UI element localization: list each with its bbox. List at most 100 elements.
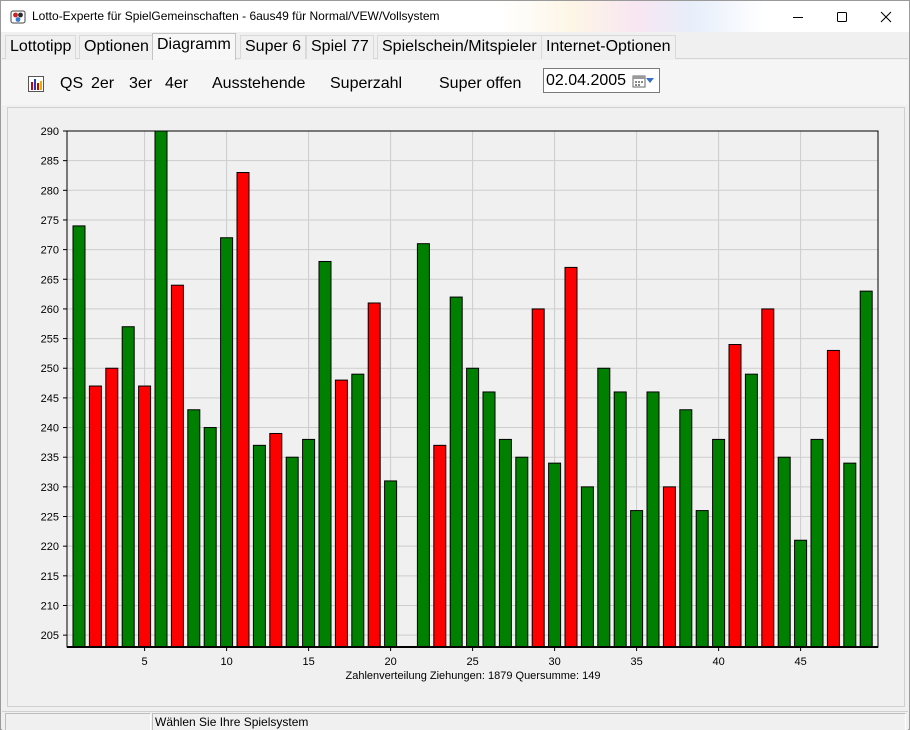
tab-super-6[interactable]: Super 6 [240,35,307,59]
chart-caption: Zahlenverteilung Ziehungen: 1879 Quersum… [346,670,601,682]
bar-number-18 [351,373,365,648]
bar-number-5 [138,385,152,648]
y-tick-label: 235 [41,452,59,464]
maximize-button[interactable] [819,1,865,32]
bar-number-24 [449,296,463,648]
bar-number-31 [564,266,578,648]
status-bar: Wählen Sie Ihre Spielsystem [2,711,908,730]
y-tick-label: 270 [41,245,59,257]
bar-number-38 [679,409,693,648]
bar-number-1 [72,225,86,648]
bar-number-48 [843,462,857,648]
y-tick-label: 265 [41,274,59,286]
y-tick-label: 230 [41,482,59,494]
x-tick-label: 5 [142,656,148,668]
bar-chart-icon[interactable] [28,76,44,92]
bar-number-2 [88,385,102,648]
3er-button[interactable]: 3er [129,75,153,92]
bar-number-28 [515,456,529,648]
bar-number-37 [662,486,676,648]
y-tick-label: 280 [41,185,59,197]
qs-button[interactable]: QS [60,75,84,92]
minimize-icon [793,16,803,18]
bar-number-32 [580,486,594,648]
super-offen-button[interactable]: Super offen [439,75,522,92]
y-tick-label: 220 [41,541,59,553]
bar-number-20 [384,480,398,648]
minimize-button[interactable] [775,1,821,32]
maximize-icon [837,11,847,22]
y-tick-label: 260 [41,304,59,316]
x-tick-label: 20 [384,656,396,668]
title-bar[interactable]: Lotto-Experte für SpielGemeinschaften - … [1,1,909,32]
bar-number-34 [613,391,627,648]
chart-panel: 205 210 215 220 225 230 235 240 245 250 255 260 265 2… [7,107,905,707]
bar-number-9 [203,427,217,648]
bar-number-44 [777,456,791,648]
tab-optionen[interactable]: Optionen [79,35,154,59]
bar-number-10 [220,237,234,648]
bar-number-14 [285,456,299,648]
bar-number-45 [794,539,808,648]
x-tick-label: 15 [302,656,314,668]
x-tick-label: 25 [466,656,478,668]
y-tick-label: 255 [41,334,59,346]
y-tick-label: 285 [41,156,59,168]
bar-number-36 [646,391,660,648]
2er-button[interactable]: 2er [91,75,115,92]
y-tick-label: 250 [41,363,59,375]
bar-number-15 [302,438,316,648]
bar-number-49 [859,290,873,648]
y-tick-label: 240 [41,423,59,435]
ausstehende-button[interactable]: Ausstehende [212,75,306,92]
y-tick-label: 245 [41,393,59,405]
bar-number-3 [105,367,119,648]
bar-number-40 [712,438,726,648]
menu-tab-bar: Lottotipp Optionen Diagramm Super 6 Spie… [2,33,908,60]
x-tick-label: 30 [548,656,560,668]
4er-button[interactable]: 4er [165,75,189,92]
tab-diagramm[interactable]: Diagramm [152,33,236,60]
y-tick-label: 215 [41,571,59,583]
bar-number-42 [744,373,758,648]
bar-number-26 [482,391,496,648]
bar-number-16 [318,260,332,648]
bar-number-4 [121,326,135,648]
bar-number-39 [695,510,709,648]
y-tick-label: 205 [41,630,59,642]
superzahl-button[interactable]: Superzahl [330,75,403,92]
bar-number-19 [367,302,381,648]
bar-number-27 [498,438,512,648]
diagram-toolbar: QS 2er 3er 4er Ausstehende Superzahl Sup… [2,60,908,105]
bar-number-22 [416,243,430,648]
number-distribution-chart: 2052102152202252302352402452502552602652… [41,126,879,682]
tab-internet-optionen[interactable]: Internet-Optionen [541,35,676,59]
bar-number-25 [466,367,480,648]
date-value: 02.04.2005 [546,72,627,89]
y-tick-label: 210 [41,600,59,612]
bar-number-8 [187,409,201,648]
bar-number-23 [433,444,447,648]
app-icon [10,10,26,24]
tab-spielschein-mitspieler[interactable]: Spielschein/Mitspieler [377,35,542,59]
bar-number-46 [810,438,824,648]
window-title: Lotto-Experte für SpielGemeinschaften - … [32,9,440,23]
status-cell-message [152,713,906,730]
chevron-down-icon[interactable] [646,78,654,84]
bar-number-29 [531,308,545,648]
status-message: Wählen Sie Ihre Spielsystem [155,715,309,729]
tab-lottotipp[interactable]: Lottotipp [5,35,77,59]
close-button[interactable] [863,1,909,32]
tab-spiel-77[interactable]: Spiel 77 [306,35,374,59]
close-icon [880,11,892,22]
date-picker[interactable]: 02.04.2005 [543,68,660,93]
bar-number-13 [269,432,283,648]
bar-number-7 [170,284,184,648]
bar-number-47 [826,349,840,648]
bar-number-17 [334,379,348,648]
calendar-icon[interactable] [632,74,646,88]
y-tick-label: 275 [41,215,59,227]
bar-number-12 [252,444,266,648]
x-tick-label: 45 [794,656,806,668]
y-tick-label: 290 [41,126,59,138]
